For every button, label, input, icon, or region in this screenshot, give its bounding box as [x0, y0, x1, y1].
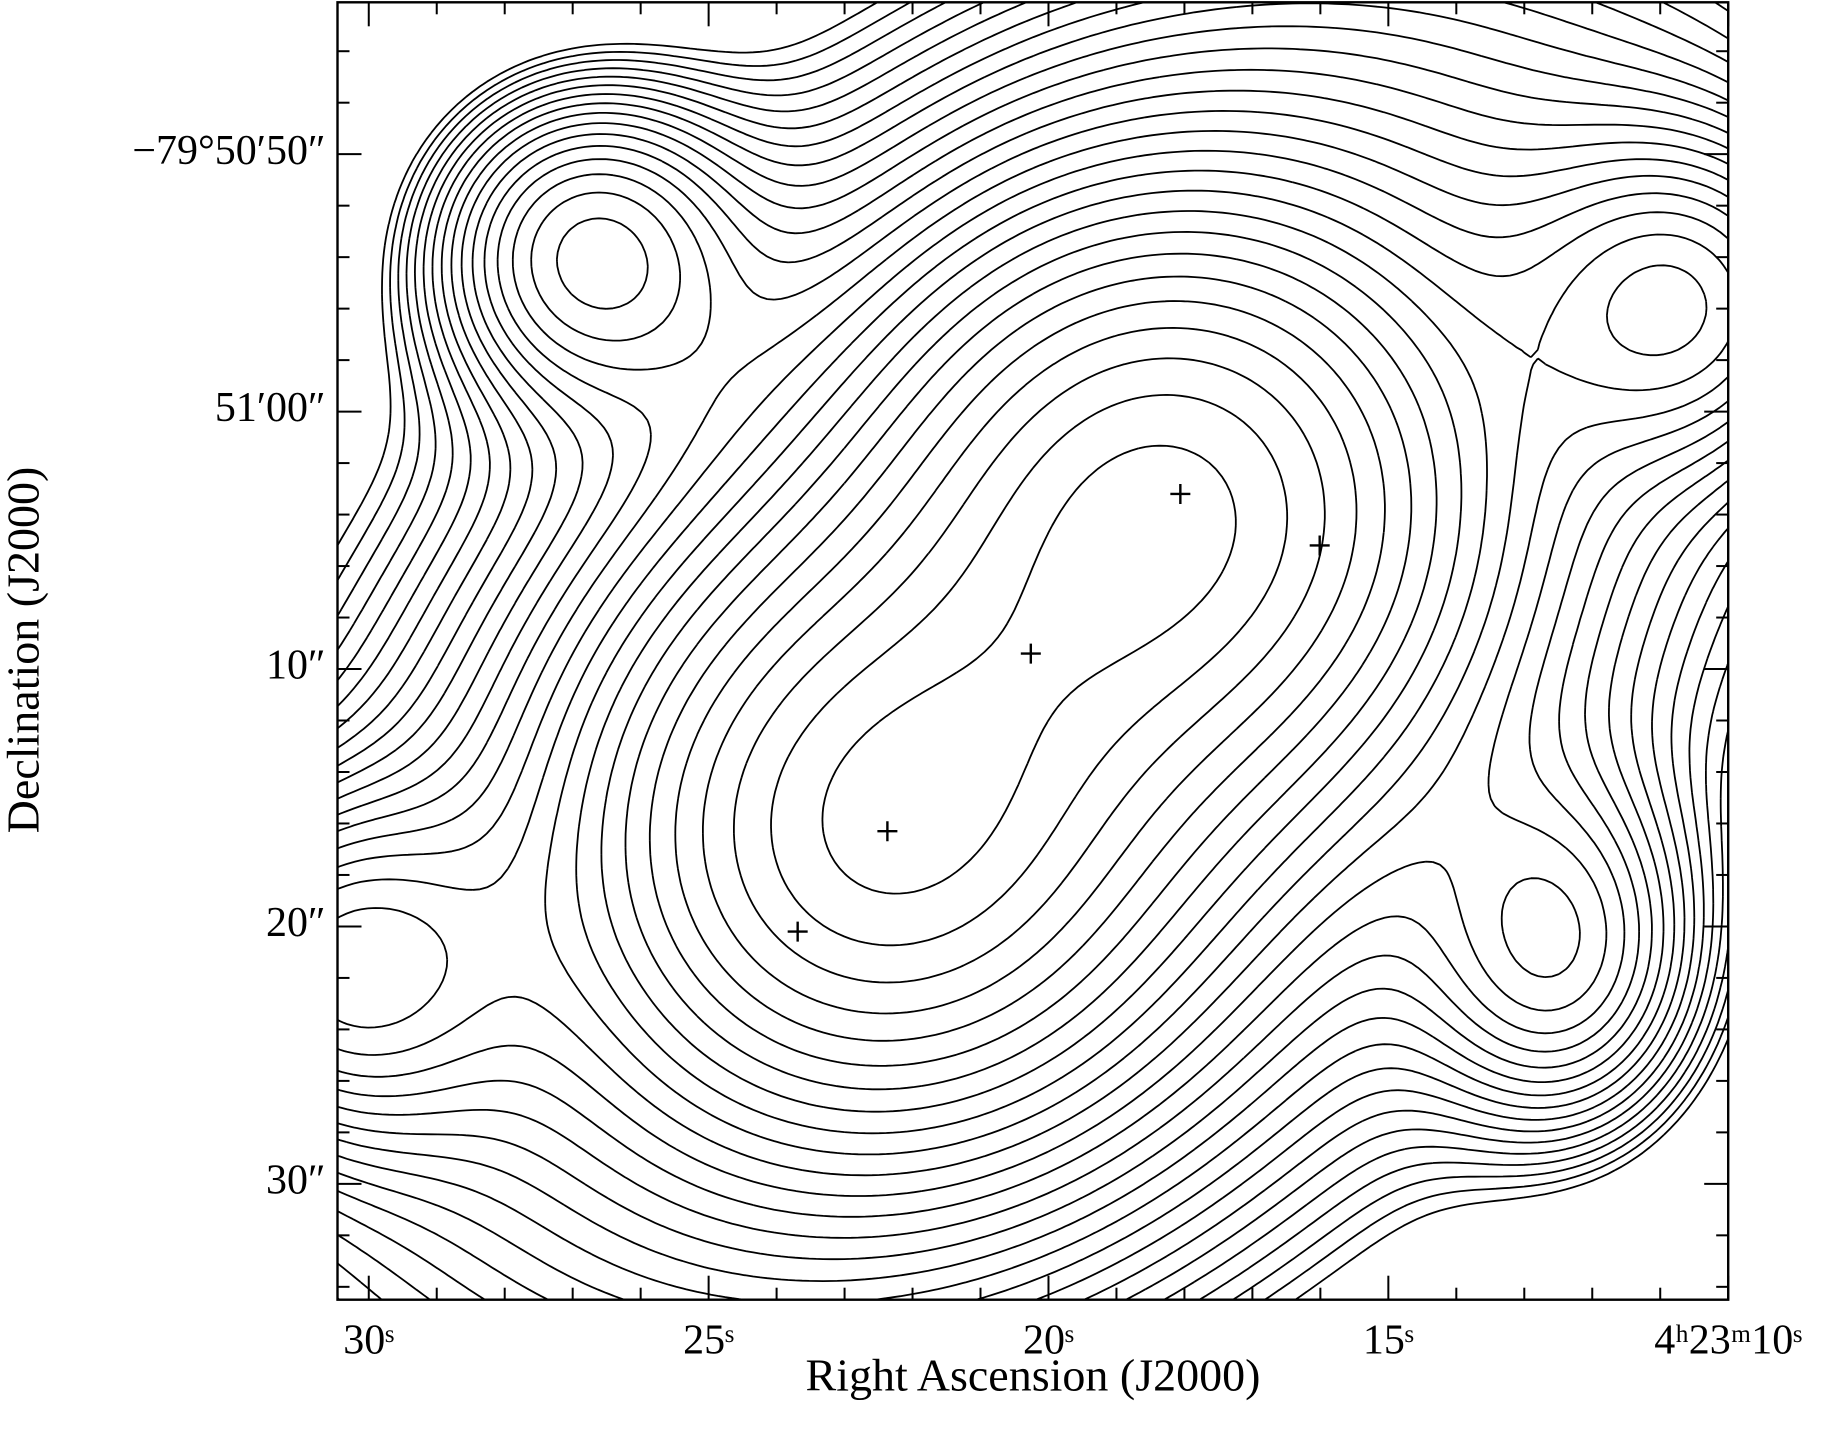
y-tick-label: 10″ — [266, 643, 326, 689]
contour-line — [770, 394, 1289, 947]
x-tick-label: 20ˢ — [1023, 1317, 1074, 1363]
y-tick-label: −79°50′50″ — [132, 128, 325, 174]
y-tick-label: 30″ — [266, 1158, 326, 1204]
contour-line — [600, 231, 1463, 1113]
contour-line — [575, 210, 1708, 1135]
marker-cross — [1170, 483, 1191, 504]
contour-line — [337, 2, 1729, 1300]
contour-line — [337, 2, 1729, 1300]
contour-line — [337, 47, 1729, 1300]
contour-line — [337, 130, 1729, 1218]
contour-map — [337, 2, 1729, 1300]
contour-line — [702, 327, 1358, 1015]
marker-cross — [787, 921, 808, 942]
marker-cross — [1309, 535, 1330, 556]
plot-frame — [336, 1, 1730, 1301]
contour-line — [337, 2, 1729, 1300]
contour-line — [337, 2, 1729, 1300]
contour-line — [337, 89, 1729, 1261]
x-tick-label: 30ˢ — [343, 1317, 394, 1363]
contour-line — [674, 300, 1386, 1042]
contour-line — [733, 357, 1326, 984]
contour-line — [337, 2, 1729, 1300]
contour-line — [337, 2, 1729, 1300]
x-tick-label: 4ʰ23ᵐ10ˢ — [1654, 1317, 1802, 1363]
x-tick-label: 15ˢ — [1363, 1317, 1414, 1363]
x-tick-label: 25ˢ — [683, 1317, 734, 1363]
contour-line — [337, 25, 1729, 1300]
marker-cross — [877, 821, 898, 842]
y-axis-label: Declination (J2000) — [0, 467, 49, 834]
contour-line — [337, 2, 1729, 1300]
y-tick-label: 51′00″ — [215, 385, 326, 431]
contour-line — [337, 149, 1729, 1197]
contour-line — [624, 252, 1438, 1091]
contour-line — [337, 189, 1729, 1156]
x-axis-label: Right Ascension (J2000) — [806, 1350, 1261, 1401]
contour-line — [821, 444, 1237, 895]
contour-line — [337, 68, 1729, 1282]
marker-cross — [1020, 643, 1041, 664]
y-tick-label: 20″ — [266, 900, 326, 946]
contour-line — [337, 2, 1729, 1300]
contour-line — [337, 169, 1729, 1177]
contour-line — [337, 110, 1729, 1239]
contour-line — [648, 275, 1413, 1067]
